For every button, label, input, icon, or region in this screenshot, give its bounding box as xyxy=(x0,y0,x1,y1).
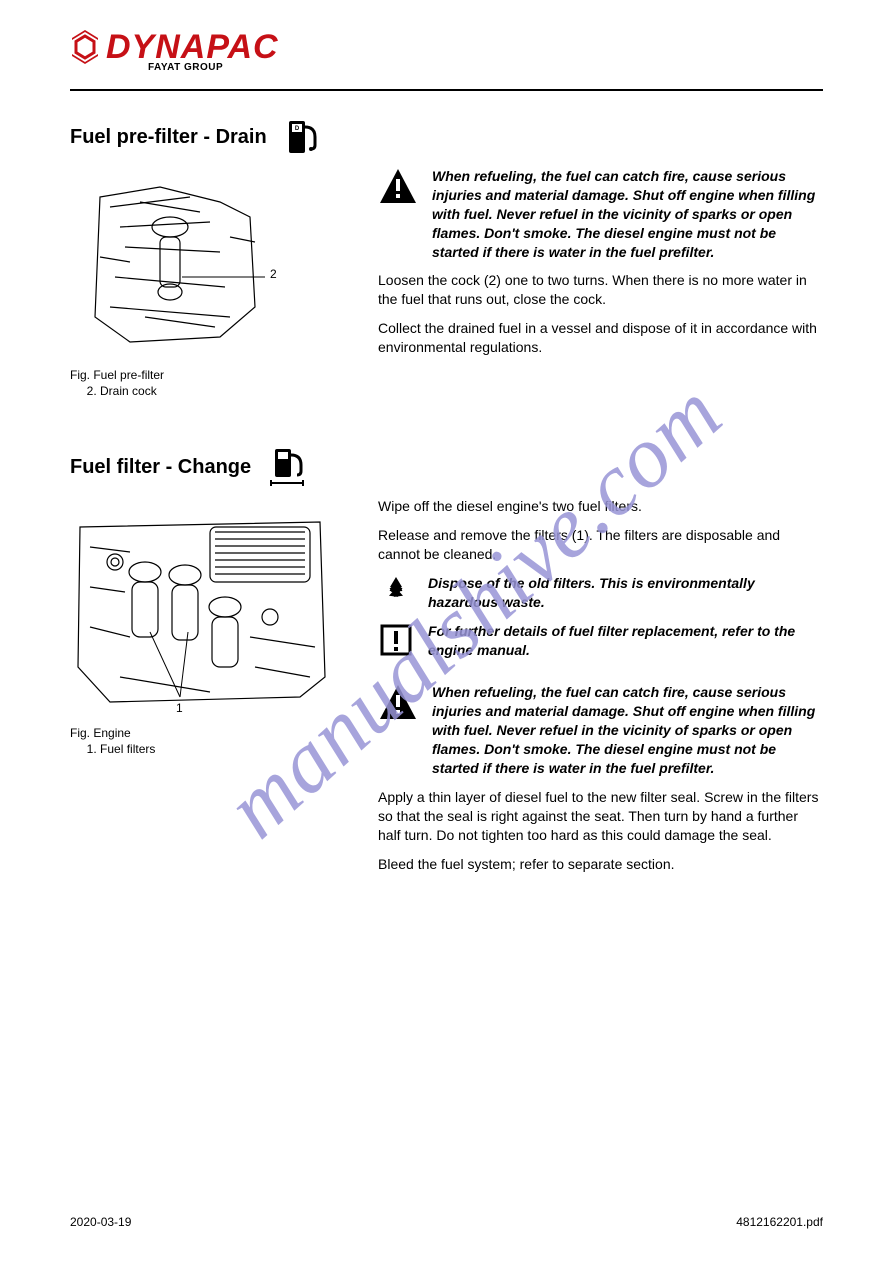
figure-caption: Fig. Fuel pre-filter 2. Drain cock xyxy=(70,368,330,399)
prefilter-line-drawing xyxy=(70,167,280,357)
logo-mark xyxy=(70,30,100,69)
notice-icon xyxy=(378,622,414,658)
section-fuel-filter-body: 1 Fig. Engine 1. Fuel filters Wipe off t… xyxy=(70,497,823,883)
logo-text: DYNAPAC FAYAT GROUP xyxy=(106,30,279,73)
section-title: Fuel pre-filter - Drain xyxy=(70,126,267,149)
body-paragraph: Release and remove the filters (1). The … xyxy=(378,526,823,564)
warning-text: When refueling, the fuel can catch fire,… xyxy=(432,167,823,261)
figure-caption: Fig. Engine 1. Fuel filters xyxy=(70,726,330,757)
fuel-filter-icon xyxy=(265,445,309,489)
warning-triangle-icon xyxy=(378,167,418,207)
warning-block: When refueling, the fuel can catch fire,… xyxy=(378,167,823,261)
caption-line: Fig. Engine xyxy=(70,726,330,742)
section-title: Fuel filter - Change xyxy=(70,456,251,479)
fuel-filter-text-column: Wipe off the diesel engine's two fuel fi… xyxy=(330,497,823,883)
logo-block: DYNAPAC FAYAT GROUP xyxy=(70,30,823,73)
footer-date: 2020-03-19 xyxy=(70,1215,131,1229)
warning-text: When refueling, the fuel can catch fire,… xyxy=(432,683,823,777)
recycle-text: Dispose of the old filters. This is envi… xyxy=(428,574,823,612)
figure-engine: 1 Fig. Engine 1. Fuel filters xyxy=(70,497,330,757)
body-paragraph: Apply a thin layer of diesel fuel to the… xyxy=(378,788,823,845)
warning-triangle-icon xyxy=(378,683,418,723)
figure-prefilter: 2 Fig. Fuel pre-filter 2. Drain cock xyxy=(70,167,330,399)
brand-name: DYNAPAC xyxy=(106,30,279,64)
caption-line: 1. Fuel filters xyxy=(70,742,330,758)
body-paragraph: Loosen the cock (2) one to two turns. Wh… xyxy=(378,271,823,309)
svg-text:D: D xyxy=(295,126,300,132)
section-fuel-prefilter-body: 2 Fig. Fuel pre-filter 2. Drain cock Whe… xyxy=(70,167,823,399)
engine-line-drawing xyxy=(70,497,330,707)
warning-block: When refueling, the fuel can catch fire,… xyxy=(378,683,823,777)
notice-text: For further details of fuel filter repla… xyxy=(428,622,823,660)
caption-line: 2. Drain cock xyxy=(70,384,330,400)
prefilter-text-column: When refueling, the fuel can catch fire,… xyxy=(330,167,823,367)
section-fuel-filter-heading: Fuel filter - Change xyxy=(70,445,823,489)
notice-block: For further details of fuel filter repla… xyxy=(378,622,823,660)
fuel-pump-icon: D xyxy=(281,115,325,159)
section-fuel-prefilter-heading: Fuel pre-filter - Drain D xyxy=(70,115,823,159)
body-paragraph: Wipe off the diesel engine's two fuel fi… xyxy=(378,497,823,516)
callout-1: 1 xyxy=(176,701,183,715)
caption-line: Fig. Fuel pre-filter xyxy=(70,368,330,384)
page-footer: 2020-03-19 4812162201.pdf xyxy=(70,1215,823,1229)
footer-doc-id: 4812162201.pdf xyxy=(736,1215,823,1229)
callout-2: 2 xyxy=(270,267,277,281)
header-rule xyxy=(70,89,823,91)
body-paragraph: Bleed the fuel system; refer to separate… xyxy=(378,855,823,874)
recycle-block: Dispose of the old filters. This is envi… xyxy=(378,574,823,612)
recycle-icon xyxy=(378,574,414,610)
body-paragraph: Collect the drained fuel in a vessel and… xyxy=(378,319,823,357)
manual-page: DYNAPAC FAYAT GROUP Fuel pre-filter - Dr… xyxy=(0,0,893,1263)
